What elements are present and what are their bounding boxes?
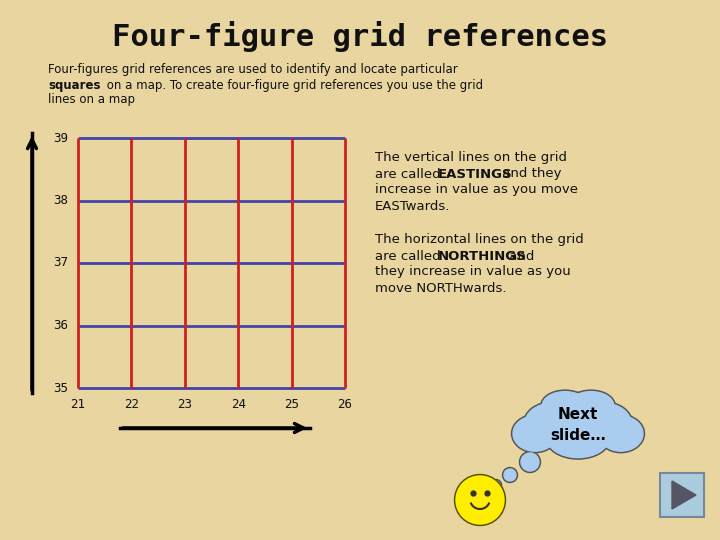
Text: squares: squares: [48, 78, 101, 91]
Polygon shape: [672, 481, 696, 509]
Text: 23: 23: [177, 399, 192, 411]
Text: lines on a map: lines on a map: [48, 93, 135, 106]
Text: Four-figure grid references: Four-figure grid references: [112, 21, 608, 51]
Ellipse shape: [511, 415, 559, 453]
Ellipse shape: [542, 394, 613, 446]
Circle shape: [454, 475, 505, 525]
Text: NORTHINGS: NORTHINGS: [438, 249, 527, 262]
FancyBboxPatch shape: [660, 473, 704, 517]
Ellipse shape: [599, 416, 643, 451]
Text: 35: 35: [53, 381, 68, 395]
Text: 21: 21: [71, 399, 86, 411]
Ellipse shape: [575, 402, 633, 446]
Ellipse shape: [546, 417, 609, 457]
Text: The vertical lines on the grid: The vertical lines on the grid: [375, 152, 567, 165]
Text: and they: and they: [498, 167, 562, 180]
Text: increase in value as you move: increase in value as you move: [375, 184, 578, 197]
Circle shape: [482, 489, 488, 495]
Ellipse shape: [513, 416, 557, 451]
Text: 36: 36: [53, 319, 68, 332]
Ellipse shape: [541, 393, 616, 448]
Text: 39: 39: [53, 132, 68, 145]
Circle shape: [503, 468, 518, 483]
Text: 25: 25: [284, 399, 299, 411]
Ellipse shape: [577, 403, 631, 445]
Text: 37: 37: [53, 256, 68, 269]
Ellipse shape: [542, 392, 588, 420]
Text: 26: 26: [338, 399, 353, 411]
Circle shape: [492, 481, 500, 489]
Text: 24: 24: [230, 399, 246, 411]
Text: on a map. To create four-figure grid references you use the grid: on a map. To create four-figure grid ref…: [103, 78, 483, 91]
Text: they increase in value as you: they increase in value as you: [375, 266, 571, 279]
Text: are called: are called: [375, 249, 445, 262]
Ellipse shape: [523, 402, 581, 446]
Circle shape: [504, 469, 516, 481]
Text: move NORTHwards.: move NORTHwards.: [375, 281, 506, 294]
Ellipse shape: [567, 390, 616, 421]
Text: EASTwards.: EASTwards.: [375, 199, 451, 213]
Circle shape: [456, 476, 504, 524]
Ellipse shape: [598, 415, 644, 453]
Circle shape: [521, 453, 539, 471]
Text: and: and: [505, 249, 534, 262]
Circle shape: [520, 451, 541, 472]
Text: are called: are called: [375, 167, 445, 180]
Text: 38: 38: [53, 194, 68, 207]
Text: Four-figures grid references are used to identify and locate particular: Four-figures grid references are used to…: [48, 64, 458, 77]
Ellipse shape: [541, 390, 589, 421]
Text: 22: 22: [124, 399, 139, 411]
Ellipse shape: [525, 403, 580, 445]
Ellipse shape: [545, 416, 611, 459]
Circle shape: [480, 488, 490, 496]
Circle shape: [490, 480, 502, 490]
Ellipse shape: [568, 392, 613, 420]
Text: The horizontal lines on the grid: The horizontal lines on the grid: [375, 233, 584, 246]
Text: EASTINGS: EASTINGS: [438, 167, 513, 180]
Text: Next
slide…: Next slide…: [550, 407, 606, 443]
